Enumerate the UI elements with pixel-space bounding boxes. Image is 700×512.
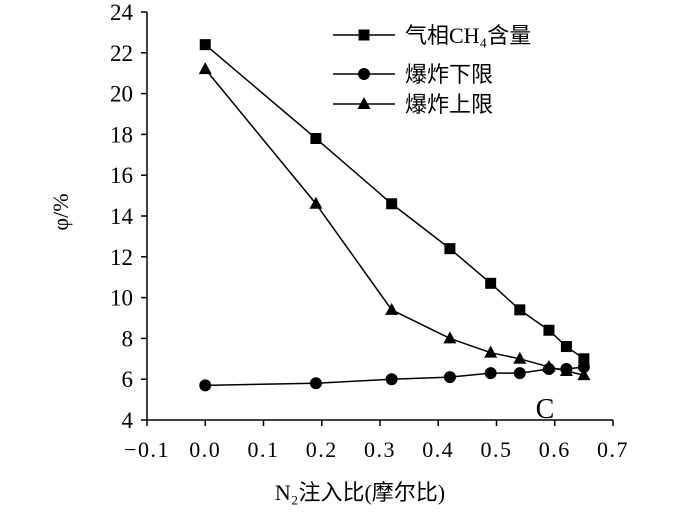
ch4-content-point [578, 353, 590, 365]
lower-explosive-limit-point [513, 367, 526, 380]
lower-explosive-limit-point [443, 371, 456, 384]
x-tick-label: 0.6 [539, 437, 571, 462]
x-tick-label: 0.7 [597, 437, 629, 462]
y-tick-label: 10 [110, 286, 133, 311]
y-tick-label: 4 [122, 408, 134, 433]
y-tick-label: 8 [122, 326, 134, 351]
legend-label: 爆炸上限 [405, 92, 493, 117]
ch4-content-point [560, 341, 572, 353]
ch4-content-point [543, 324, 555, 336]
legend-item-lower-explosive-limit: 爆炸下限 [333, 62, 493, 87]
upper-explosive-limit-point [443, 331, 457, 344]
legend-item-upper-explosive-limit: 爆炸上限 [333, 92, 493, 117]
lower-explosive-limit-point [484, 367, 497, 380]
lower-explosive-limit-point [577, 360, 590, 373]
x-axis-ticks: −0.1 0.0 0.1 0.2 0.3 0.4 0.5 0.6 0.7 [124, 420, 629, 462]
ch4-content-point [485, 277, 497, 289]
legend-label: 爆炸下限 [405, 62, 493, 87]
upper-explosive-limit-point [198, 62, 212, 75]
x-tick-label: 0.2 [306, 437, 338, 462]
legend-item-ch4-content: 气相CH₄含量 [333, 23, 531, 48]
x-tick-label: −0.1 [124, 437, 170, 462]
x-tick-label: 0.1 [248, 437, 280, 462]
ch4-content-point [199, 39, 211, 51]
x-tick-label: 0.0 [189, 437, 221, 462]
x-tick-label: 0.3 [364, 437, 396, 462]
y-tick-label: 6 [122, 367, 134, 392]
x-tick-label: 0.4 [422, 437, 454, 462]
legend-label: 气相CH₄含量 [405, 23, 531, 48]
upper-explosive-limit-point [385, 302, 399, 315]
lower-explosive-limit-point [309, 377, 322, 390]
y-tick-label: 20 [110, 82, 133, 107]
upper-explosive-limit-line [204, 68, 585, 376]
lower-explosive-limit-point [385, 373, 398, 386]
series-upper-explosive-limit [198, 62, 591, 381]
series-lower-explosive-limit [199, 360, 590, 392]
y-tick-label: 24 [110, 0, 134, 25]
upper-explosive-limit-point [309, 196, 323, 209]
legend-square-marker [358, 29, 370, 41]
y-tick-label: 14 [110, 204, 134, 229]
y-tick-label: 18 [110, 122, 133, 147]
x-axis-label: N₂注入比(摩尔比) [275, 480, 445, 505]
ch4-content-point [514, 304, 526, 316]
y-tick-label: 22 [110, 41, 133, 66]
legend-circle-marker [358, 68, 370, 80]
plot-series [198, 39, 591, 392]
upper-explosive-limit-point [577, 368, 591, 381]
y-axis-ticks: 4 6 8 10 12 14 16 18 20 22 24 [110, 0, 147, 433]
upper-explosive-limit-point [559, 364, 573, 377]
legend-triangle-marker [357, 97, 371, 109]
ch4-content-point [444, 243, 456, 255]
ch4-content-point [310, 132, 322, 144]
y-axis-label: φ/% [48, 193, 73, 230]
y-tick-label: 16 [110, 163, 133, 188]
x-tick-label: 0.5 [481, 437, 513, 462]
upper-explosive-limit-point [542, 359, 556, 372]
annotation-label: C [536, 394, 555, 425]
y-tick-label: 12 [110, 245, 133, 270]
ch4-content-point [386, 198, 398, 210]
series-ch4-content [199, 39, 590, 365]
legend: 气相CH₄含量 爆炸下限 爆炸上限 [333, 23, 531, 117]
upper-explosive-limit-point [484, 345, 498, 358]
lower-explosive-limit-point [199, 379, 212, 392]
upper-explosive-limit-point [513, 351, 527, 364]
